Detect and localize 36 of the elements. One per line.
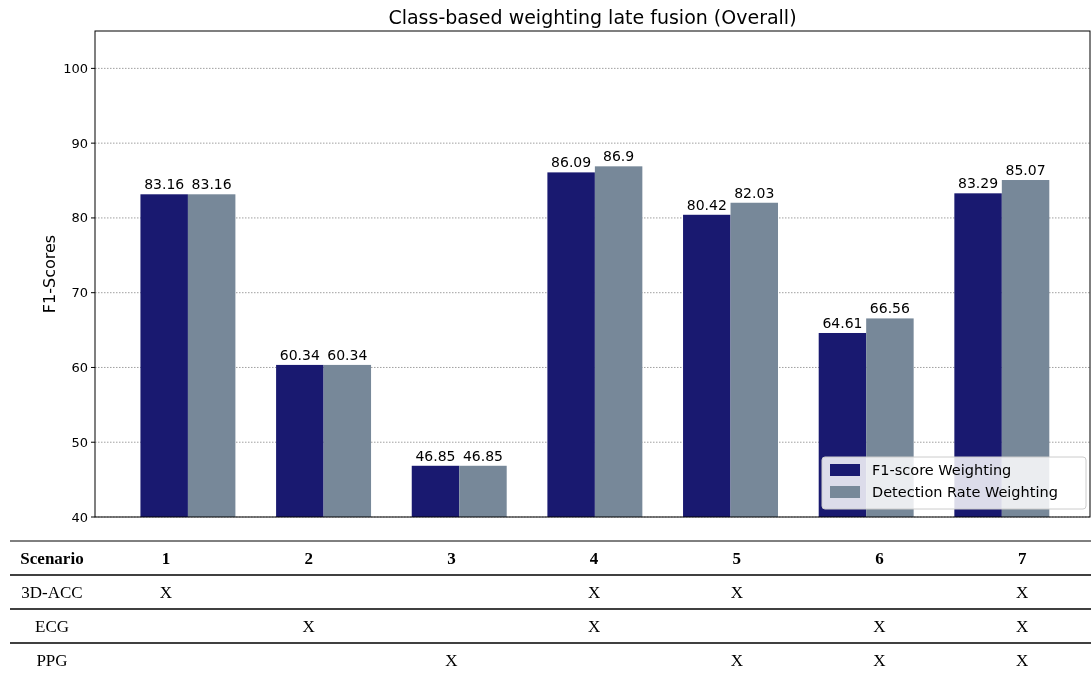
x-tick-label: 4 [589,548,599,568]
y-tick-label: 60 [71,360,88,376]
data-label: 83.16 [144,176,185,193]
data-label: 60.34 [279,346,320,363]
y-tick-label: 80 [71,210,88,226]
x-tick-label: 6 [875,548,884,568]
y-tick-label: 50 [71,434,88,450]
y-tick-label: 100 [63,60,88,76]
chart-title: Class-based weighting late fusion (Overall) [388,6,797,28]
data-label: 46.85 [462,447,504,464]
text: PPG X X X X [36,650,1029,670]
data-label: 83.29 [958,175,999,192]
x-tick-label: 2 [304,548,313,568]
y-tick-label: 40 [71,509,88,525]
y-tick-label: 70 [71,285,88,301]
legend-label: Detection Rate Weighting [872,484,1058,501]
data-label: 83.16 [191,176,232,193]
x-tick-label: 5 [732,548,742,568]
x-tick-label: 3 [447,548,456,568]
y-tick-label: 90 [71,135,88,151]
data-label: 85.07 [1005,162,1046,179]
data-label: 64.61 [822,314,863,331]
data-label: 82.03 [734,184,775,201]
x-tick-label: 1 [161,548,171,568]
y-axis-title: F1-Scores [40,234,59,314]
text: Scenario [20,548,84,568]
data-label: 46.85 [415,447,456,464]
data-label: 80.42 [686,196,727,213]
data-label: 86.09 [551,154,592,171]
data-label: 60.34 [327,346,368,363]
x-tick-label: 7 [1017,548,1027,568]
data-label: 86.9 [603,148,635,165]
text: ECG X X X X [35,616,1029,636]
text: 3D-ACC X X X X [21,582,1029,602]
data-label: 66.56 [869,300,911,317]
legend-label: F1-score Weighting [872,462,1012,479]
